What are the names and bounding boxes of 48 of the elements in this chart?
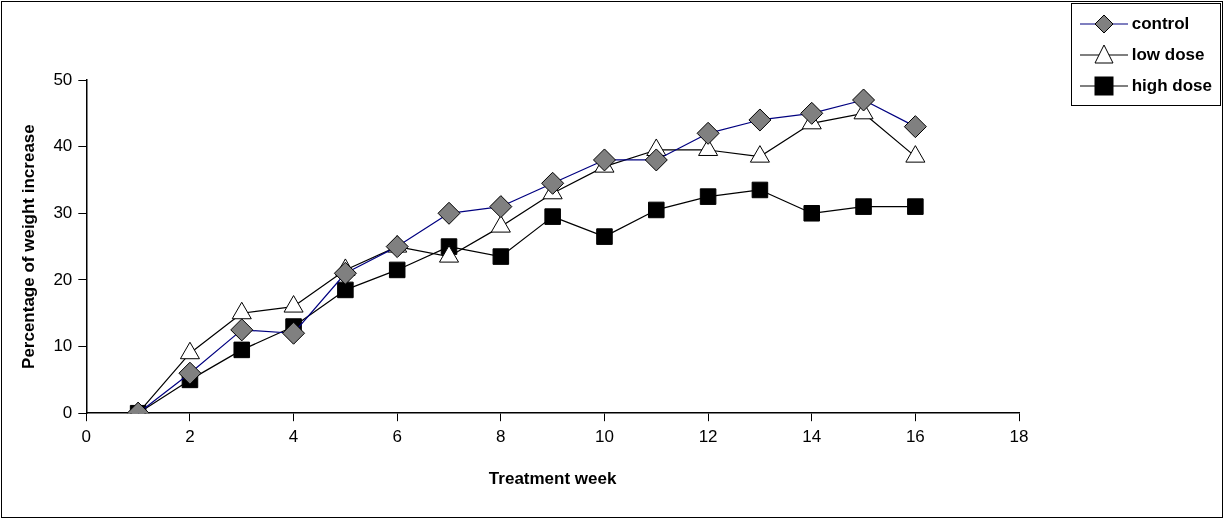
point: [644, 148, 668, 172]
x-tick-label: 10: [595, 427, 614, 447]
y-tick-label: 50: [53, 69, 73, 89]
x-tick-label: 2: [185, 427, 195, 447]
point: [855, 198, 872, 215]
x-tick-label: 8: [496, 427, 506, 447]
y-tick-label: 0: [62, 402, 73, 422]
x-tick-label: 18: [1009, 427, 1029, 447]
x-tick-label: 4: [288, 427, 299, 447]
y-tick-label: 20: [53, 269, 73, 289]
point: [178, 361, 202, 385]
point: [592, 148, 616, 172]
point: [489, 195, 513, 219]
point: [748, 108, 772, 132]
y-tick-label: 10: [53, 336, 73, 356]
point: [385, 235, 409, 259]
point: [492, 248, 510, 265]
legend-label: high dose: [1131, 75, 1212, 96]
point: [230, 318, 254, 342]
point: [333, 261, 357, 285]
point: [907, 198, 924, 215]
point: [751, 181, 769, 199]
y-axis-title: Percentage of weight increase: [18, 124, 38, 369]
point: [648, 201, 665, 219]
legend-label: control: [1131, 13, 1190, 34]
point: [388, 261, 406, 279]
x-axis-title: Treatment week: [488, 469, 617, 489]
point: [852, 88, 876, 112]
point: [803, 205, 821, 222]
x-tick-label: 6: [392, 427, 402, 447]
y-tick-label: 30: [53, 202, 73, 222]
x-tick-label: 16: [905, 427, 925, 447]
point: [696, 121, 720, 145]
legend-label: low dose: [1131, 44, 1205, 65]
point: [282, 321, 306, 345]
point: [233, 341, 251, 359]
y-tick-label: 40: [53, 136, 73, 156]
point: [800, 101, 824, 125]
point: [699, 188, 717, 205]
point: [596, 228, 613, 245]
x-tick-label: 14: [802, 427, 822, 447]
x-tick-label: 0: [81, 427, 92, 447]
point: [903, 115, 927, 139]
point: [437, 201, 461, 225]
point: [541, 171, 565, 195]
point: [544, 208, 561, 225]
point: [337, 281, 354, 299]
x-tick-label: 12: [698, 427, 718, 447]
